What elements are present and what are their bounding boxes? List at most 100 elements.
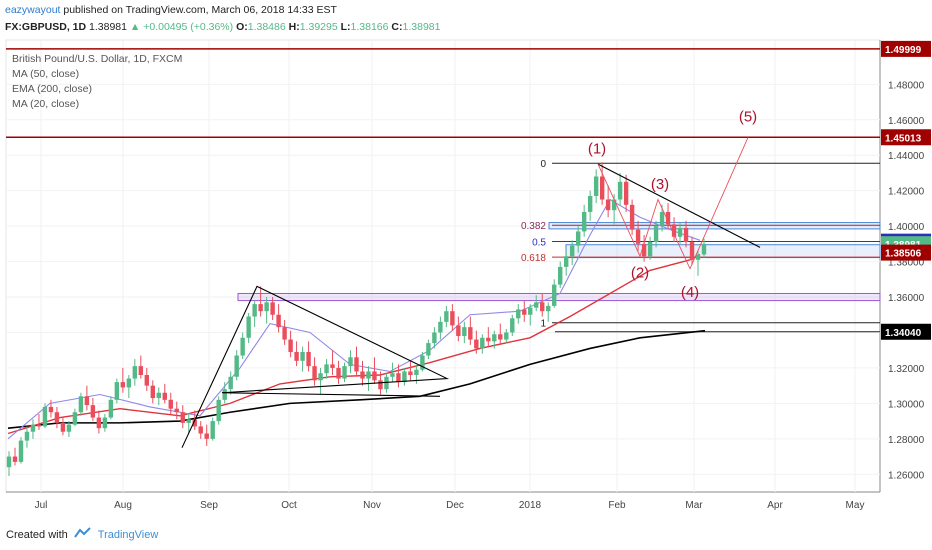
price-label-box	[881, 323, 931, 340]
fib-zone	[548, 222, 881, 230]
legend-ma50[interactable]: MA (50, close)	[12, 68, 80, 80]
candle-body	[617, 181, 623, 200]
candle-body	[504, 332, 509, 340]
candle-body	[252, 304, 257, 317]
price-label-box	[881, 129, 931, 146]
candle-body	[120, 382, 126, 388]
x-tick-label: Mar	[685, 500, 703, 511]
candle-body	[42, 406, 48, 427]
candle-body	[54, 412, 60, 423]
wave-label: (3)	[651, 176, 669, 193]
candle-body	[659, 211, 665, 227]
candle-body	[629, 204, 635, 230]
ema200-line	[7, 329, 706, 429]
y-tick-label: 1.28000	[888, 435, 925, 446]
candle-body	[66, 424, 72, 432]
candle-body	[552, 284, 557, 306]
wave-label: (5)	[739, 109, 757, 126]
candle-body	[228, 376, 233, 390]
candle-body	[318, 373, 323, 381]
candle-body	[216, 399, 221, 422]
purple-zone	[237, 292, 881, 302]
candle-body	[534, 302, 539, 308]
candle-body	[671, 224, 677, 237]
candle-body	[647, 242, 653, 257]
candle-body	[558, 266, 563, 285]
symbol: FX:GBPUSD, 1D	[5, 21, 87, 33]
legend-ema200[interactable]: EMA (200, close)	[12, 83, 92, 95]
y-tick-label: 1.32000	[888, 364, 925, 375]
candle-body	[540, 302, 545, 312]
close-value: 1.38981	[402, 21, 441, 33]
price-chart[interactable]: 1.260001.280001.300001.320001.340001.360…	[0, 0, 932, 520]
fib-level-label: 0.382	[521, 221, 546, 232]
candle-body	[468, 327, 473, 340]
candle-body	[240, 337, 245, 356]
tradingview-logo-icon	[73, 527, 92, 542]
low-label: L:	[340, 21, 351, 33]
candle-body	[378, 380, 383, 390]
candle-body	[522, 309, 527, 315]
candle-body	[78, 396, 84, 413]
symbol-line: FX:GBPUSD, 1D 1.38981 ▲ +0.00495 (+0.36%…	[5, 21, 440, 33]
candle-body	[402, 371, 407, 383]
fib-level-label: 0.5	[532, 238, 546, 249]
author-link[interactable]: eazywayout	[5, 4, 61, 16]
candle-body	[587, 195, 593, 212]
candle-body	[354, 357, 359, 372]
y-tick-label: 1.30000	[888, 399, 925, 410]
candle-body	[605, 199, 611, 211]
candle-body	[641, 243, 647, 257]
candle-body	[426, 343, 431, 356]
y-tick-label: 1.36000	[888, 293, 925, 304]
y-tick-label: 1.40000	[888, 222, 925, 233]
candle-body	[623, 181, 629, 205]
candle-body	[396, 373, 401, 383]
x-tick-label: Aug	[114, 500, 132, 511]
x-tick-label: Dec	[446, 500, 464, 511]
candle-body	[276, 314, 281, 328]
wave-label: (4)	[681, 284, 699, 301]
candle-body	[180, 412, 185, 423]
candle-body	[210, 421, 215, 439]
triangle-drawing	[181, 285, 450, 448]
candle-body	[599, 176, 605, 200]
candle-body	[569, 245, 575, 257]
candle-body	[366, 371, 371, 379]
price-label-box	[881, 244, 931, 261]
x-tick-label: May	[846, 500, 865, 511]
created-with-text: Created with	[6, 528, 68, 541]
y-tick-label: 1.44000	[888, 151, 925, 162]
y-tick-label: 1.48000	[888, 80, 925, 91]
candle-body	[258, 304, 263, 312]
published-text: published on TradingView.com, March 06, …	[63, 4, 337, 16]
price-label-text: 1.34040	[885, 328, 922, 339]
candle-body	[342, 366, 347, 379]
candle-body	[312, 366, 317, 381]
candle-body	[150, 385, 155, 399]
candle-body	[408, 371, 413, 376]
open-label: O:	[236, 21, 248, 33]
candle-body	[593, 176, 599, 196]
legend-ma20[interactable]: MA (20, close)	[12, 98, 80, 110]
support-zone	[565, 244, 881, 259]
candle-body	[492, 334, 497, 342]
close-label: C:	[391, 21, 403, 33]
x-tick-label: Apr	[767, 500, 783, 511]
candle-body	[384, 376, 389, 390]
candle-body	[204, 433, 209, 439]
candle-body	[611, 199, 617, 211]
candle-body	[48, 406, 54, 413]
candle-body	[689, 242, 695, 260]
tradingview-brand[interactable]: TradingView	[97, 528, 159, 541]
candle-body	[282, 327, 287, 340]
candle-body	[222, 389, 227, 400]
candle-body	[324, 364, 329, 374]
candle-body	[246, 316, 251, 338]
candle-body	[102, 417, 108, 429]
candle-body	[575, 231, 581, 246]
candle-body	[126, 378, 132, 388]
candle-body	[138, 366, 144, 376]
elliott-wave-path	[597, 137, 749, 270]
candle-body	[288, 339, 293, 352]
